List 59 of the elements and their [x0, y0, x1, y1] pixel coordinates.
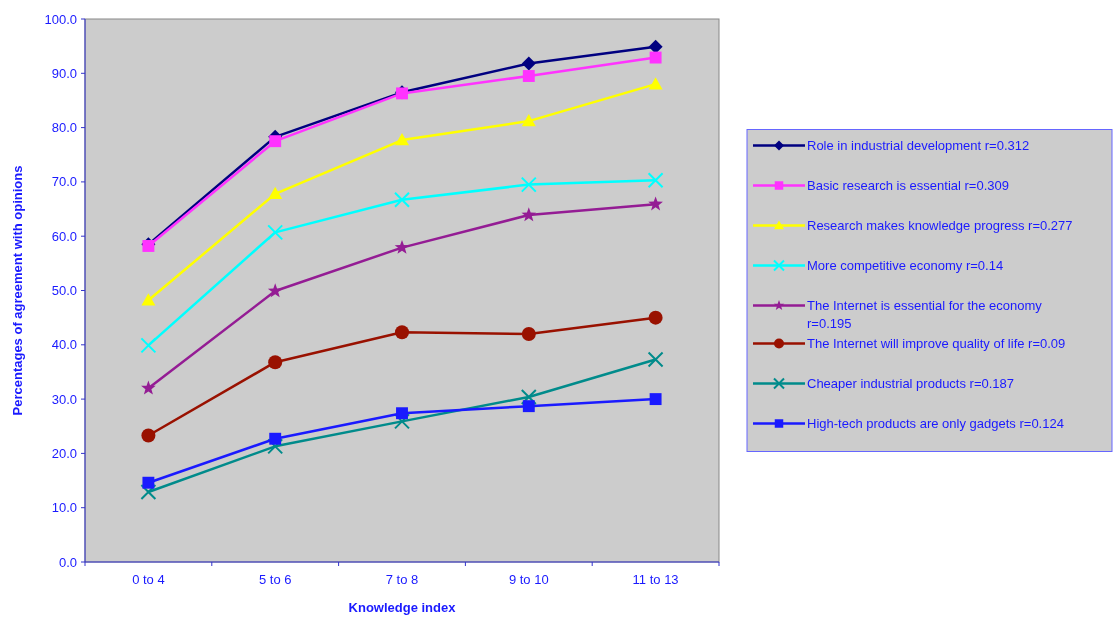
point	[648, 310, 663, 325]
x-axis-title: Knowledge index	[348, 600, 457, 615]
point	[140, 483, 157, 500]
x-tick-label: 7 to 8	[385, 572, 419, 587]
point	[647, 351, 664, 368]
point	[267, 283, 283, 298]
point	[141, 380, 156, 395]
point	[522, 70, 535, 82]
point	[395, 133, 409, 146]
y-tick-label: 60.0	[51, 228, 77, 244]
legend-label: Role in industrial development r=0.312	[807, 138, 1030, 154]
point	[396, 407, 408, 420]
y-tick-label: 80.0	[51, 120, 77, 136]
y-tick-label: 70.0	[51, 174, 77, 190]
y-tick-label: 100.0	[44, 11, 77, 27]
point	[141, 428, 156, 443]
legend-label: More competitive economy r=0.14	[807, 258, 1004, 274]
point	[522, 400, 535, 413]
point	[521, 326, 536, 341]
point	[521, 56, 536, 71]
y-tick-label: 30.0	[51, 391, 77, 407]
x-tick-label: 9 to 10	[508, 572, 549, 587]
y-tick-label: 50.0	[51, 283, 77, 299]
y-tick-label: 10.0	[51, 500, 77, 516]
legend-label: Basic research is essential r=0.309	[807, 178, 1009, 194]
point	[648, 39, 663, 54]
point	[140, 337, 157, 354]
point	[647, 172, 664, 189]
point	[648, 196, 663, 211]
point	[649, 393, 662, 406]
point	[521, 114, 536, 127]
y-tick-label: 20.0	[51, 445, 77, 461]
point	[395, 325, 409, 340]
point	[520, 176, 537, 193]
point	[269, 135, 282, 148]
legend-label: The Internet will improve quality of life r=0.09	[807, 336, 1066, 352]
point	[394, 191, 410, 208]
point	[521, 207, 537, 222]
x-tick-label: 0 to 4	[132, 572, 165, 587]
point	[649, 51, 662, 64]
point	[267, 224, 284, 241]
x-tick-label: 11 to 13	[632, 572, 679, 587]
point	[269, 432, 282, 445]
y-tick-label: 40.0	[51, 337, 77, 353]
point	[394, 413, 410, 430]
legend-label: The Internet is essential for the economy r=0.195	[807, 298, 1043, 332]
legend-label: High-tech products are only gadgets r=0.124	[807, 416, 1064, 432]
y-tick-label: 0.0	[58, 554, 77, 570]
legend-label: Research makes knowledge progress r=0.277	[807, 218, 1073, 234]
legend-label: Cheaper industrial products r=0.187	[807, 376, 1015, 392]
point	[141, 293, 156, 306]
point	[520, 388, 537, 405]
point	[268, 186, 283, 200]
point	[268, 355, 283, 370]
y-tick-label: 90.0	[51, 65, 77, 81]
point	[142, 476, 155, 489]
y-axis-title: Percentages of agreement with opinions	[10, 165, 25, 416]
point	[648, 77, 663, 90]
x-tick-label: 5 to 6	[258, 572, 292, 587]
